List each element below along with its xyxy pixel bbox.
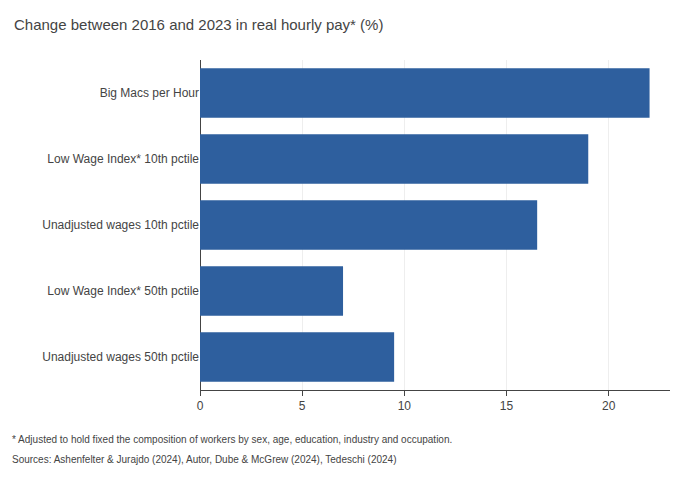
svg-text:15: 15	[500, 399, 514, 413]
svg-text:10: 10	[398, 399, 412, 413]
svg-text:Unadjusted wages 10th pctile: Unadjusted wages 10th pctile	[42, 218, 199, 232]
svg-text:Sources: Ashenfelter & Jurajdo: Sources: Ashenfelter & Jurajdo (2024), A…	[12, 454, 396, 465]
svg-text:Change between 2016 and 2023 i: Change between 2016 and 2023 in real hou…	[14, 16, 383, 33]
svg-text:* Adjusted to hold fixed the c: * Adjusted to hold fixed the composition…	[12, 434, 452, 445]
svg-text:Big Macs per Hour: Big Macs per Hour	[100, 86, 199, 100]
svg-text:0: 0	[197, 399, 204, 413]
svg-text:Low Wage Index* 50th pctile: Low Wage Index* 50th pctile	[47, 284, 199, 298]
svg-text:20: 20	[602, 399, 616, 413]
svg-text:Unadjusted wages 50th pctile: Unadjusted wages 50th pctile	[42, 350, 199, 364]
svg-text:5: 5	[299, 399, 306, 413]
svg-text:Low Wage Index* 10th pctile: Low Wage Index* 10th pctile	[47, 152, 199, 166]
